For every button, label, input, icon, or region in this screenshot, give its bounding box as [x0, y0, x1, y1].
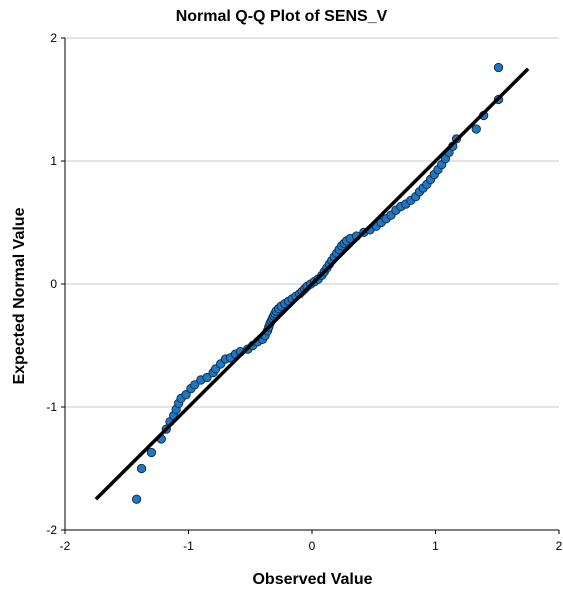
y-tick-label: 2 [50, 31, 57, 45]
data-point [202, 372, 212, 383]
data-point [493, 62, 504, 73]
x-axis-label: Observed Value [252, 571, 373, 588]
x-tick-label: 1 [432, 539, 439, 553]
data-point [136, 463, 147, 474]
x-tick-label: -2 [60, 539, 71, 553]
data-point [190, 380, 200, 390]
x-tick-label: 0 [309, 539, 316, 553]
y-tick-label: -2 [46, 523, 57, 537]
y-tick-label: 1 [50, 154, 57, 168]
gridlines [65, 37, 559, 408]
x-tick-label: -1 [183, 539, 194, 553]
x-ticks: -2 -1 0 1 2 [60, 530, 563, 553]
y-ticks: 2 1 0 -1 -2 [46, 31, 65, 537]
y-tick-label: 0 [50, 277, 57, 291]
y-axis-label: Expected Normal Value [11, 207, 28, 385]
data-point [181, 390, 191, 400]
chart-title: Normal Q-Q Plot of SENS_V [175, 8, 388, 25]
y-tick-label: -1 [46, 400, 57, 414]
data-point [471, 124, 481, 134]
data-point [146, 447, 157, 458]
data-points [131, 62, 504, 504]
data-point [131, 494, 142, 504]
reference-line [94, 67, 530, 501]
x-tick-label: 2 [556, 539, 563, 553]
